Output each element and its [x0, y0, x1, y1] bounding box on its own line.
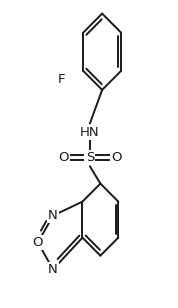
Text: F: F: [58, 73, 66, 86]
Text: S: S: [86, 151, 94, 164]
Text: O: O: [33, 236, 43, 249]
Text: HN: HN: [80, 126, 100, 139]
Text: N: N: [48, 209, 58, 222]
Text: O: O: [58, 151, 68, 164]
Text: O: O: [111, 151, 122, 164]
Text: N: N: [48, 263, 58, 276]
